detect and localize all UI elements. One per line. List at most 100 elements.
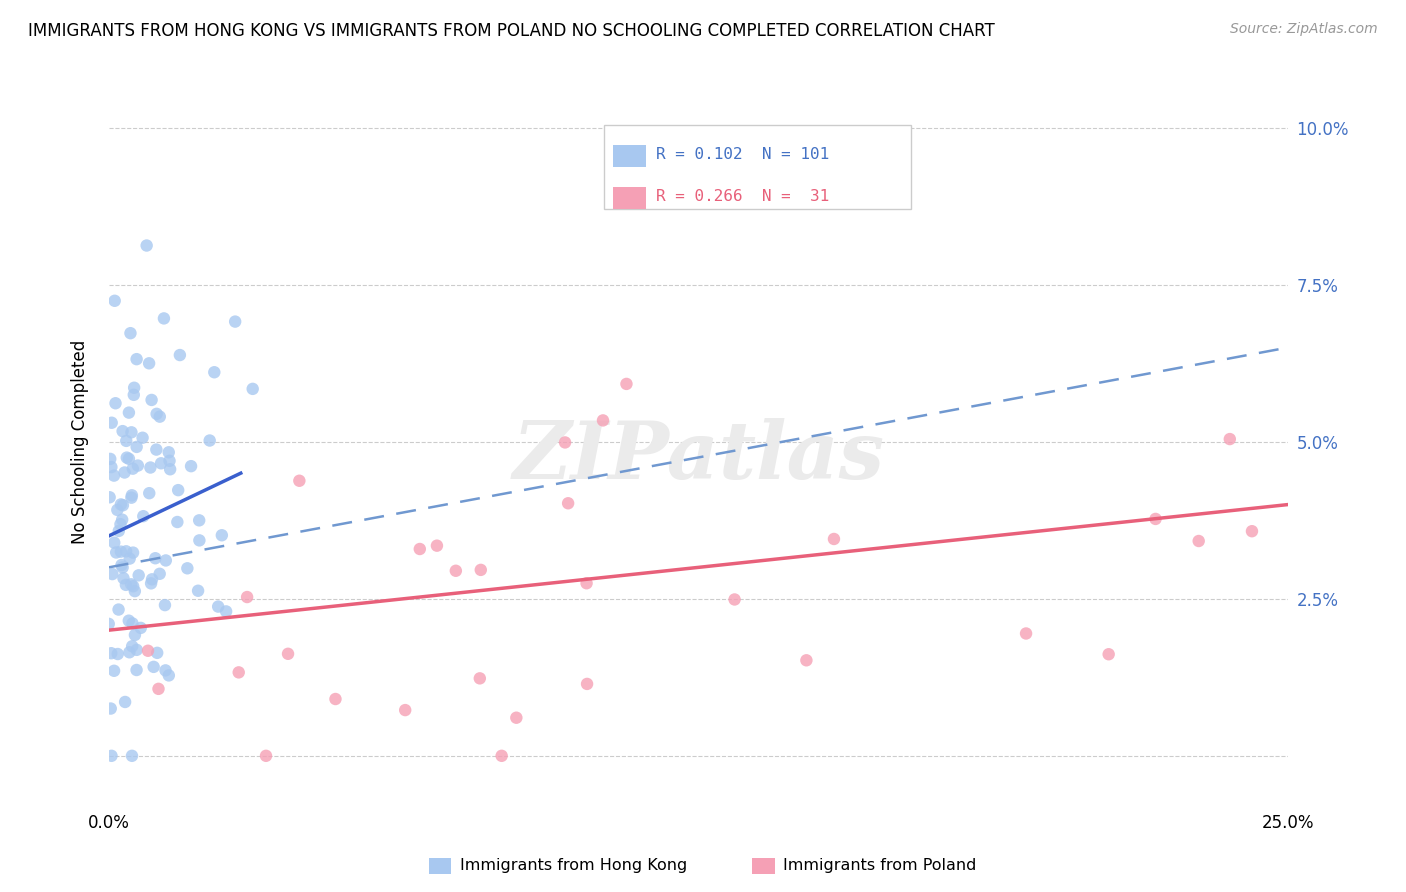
Point (114, 695, 136, 709)
Y-axis label: No Schooling Completed: No Schooling Completed (72, 340, 89, 544)
Point (100, 748, 122, 763)
Point (122, 579, 145, 593)
Point (155, 553, 177, 567)
Point (180, 459, 202, 474)
Point (139, 576, 162, 591)
Point (118, 406, 141, 420)
Point (470, 563, 492, 577)
Point (105, 545, 128, 559)
Point (723, 592, 745, 607)
Point (409, 541, 432, 556)
Point (1188, 534, 1211, 549)
Point (188, 533, 211, 548)
Point (505, 711, 527, 725)
Point (107, 647, 129, 661)
Point (159, 462, 181, 476)
Point (554, 435, 576, 450)
Point (121, 488, 143, 502)
Point (1144, 512, 1167, 526)
Point (145, 407, 167, 421)
Point (115, 450, 138, 465)
Point (111, 424, 134, 438)
Point (127, 458, 149, 473)
Point (103, 468, 125, 483)
Point (125, 440, 148, 454)
Point (149, 566, 172, 581)
Point (576, 677, 599, 691)
Point (150, 456, 173, 470)
Point (148, 681, 170, 696)
FancyBboxPatch shape (613, 145, 647, 167)
Point (118, 551, 141, 566)
Point (98, 490, 121, 504)
Point (125, 663, 148, 677)
Point (122, 388, 145, 402)
Point (121, 616, 143, 631)
Point (141, 572, 163, 586)
Point (616, 376, 638, 391)
Point (114, 466, 136, 480)
Point (111, 498, 134, 512)
Point (592, 413, 614, 427)
Point (124, 584, 146, 599)
Point (142, 660, 165, 674)
Point (118, 451, 141, 466)
Point (110, 517, 132, 532)
Point (135, 238, 157, 252)
Point (120, 577, 142, 591)
Point (796, 653, 818, 667)
Point (242, 382, 264, 396)
Point (136, 644, 159, 658)
Point (575, 576, 598, 591)
Point (166, 515, 188, 529)
Point (104, 396, 127, 410)
Point (444, 564, 467, 578)
Point (557, 496, 579, 510)
Point (277, 647, 299, 661)
Point (215, 604, 238, 618)
Point (198, 434, 221, 448)
Point (118, 645, 141, 659)
Point (141, 392, 163, 407)
Point (100, 416, 122, 430)
Point (288, 474, 311, 488)
Point (112, 571, 135, 585)
Point (115, 544, 138, 558)
Point (107, 524, 129, 538)
Point (103, 664, 125, 678)
Point (121, 461, 143, 475)
Point (110, 544, 132, 558)
Point (110, 558, 132, 572)
Point (1098, 647, 1121, 661)
FancyBboxPatch shape (613, 187, 647, 209)
Point (157, 445, 180, 459)
Point (105, 503, 128, 517)
Point (146, 646, 169, 660)
Point (1219, 432, 1241, 446)
Point (207, 599, 229, 614)
Text: Immigrants from Poland: Immigrants from Poland (783, 858, 977, 872)
Point (100, 646, 122, 660)
Text: Source: ZipAtlas.com: Source: ZipAtlas.com (1230, 22, 1378, 37)
Point (167, 483, 190, 497)
Point (110, 497, 132, 511)
Point (103, 535, 125, 549)
Point (145, 442, 167, 457)
Text: IMMIGRANTS FROM HONG KONG VS IMMIGRANTS FROM POLAND NO SCHOOLING COMPLETED CORRE: IMMIGRANTS FROM HONG KONG VS IMMIGRANTS … (28, 22, 995, 40)
Point (120, 326, 142, 341)
Point (491, 748, 513, 763)
Point (121, 639, 143, 653)
Point (1015, 626, 1038, 640)
Point (169, 348, 191, 362)
Point (254, 748, 277, 763)
Point (155, 664, 177, 678)
Point (153, 598, 176, 612)
Point (121, 748, 143, 763)
Point (426, 539, 449, 553)
Point (202, 365, 225, 379)
Text: R = 0.266  N =  31: R = 0.266 N = 31 (655, 188, 830, 203)
Point (125, 643, 148, 657)
Point (131, 431, 153, 445)
Point (122, 546, 145, 560)
Point (97, 616, 120, 631)
